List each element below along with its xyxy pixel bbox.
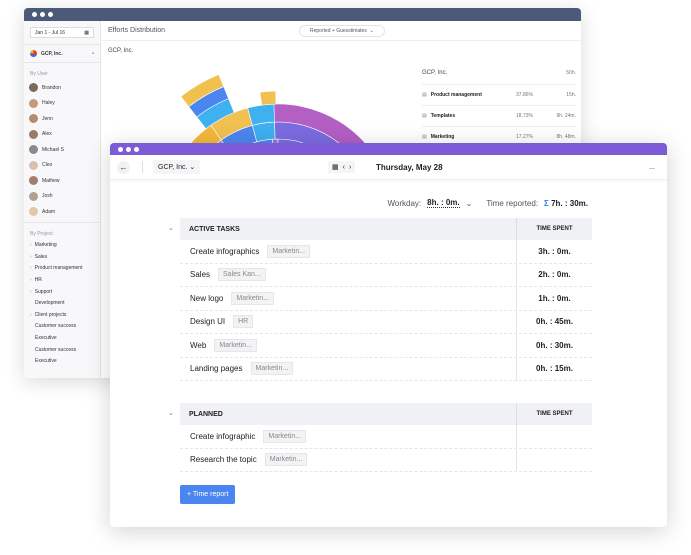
task-row[interactable]: Create infographic Marketin... [180, 425, 592, 449]
sunburst-segment [180, 74, 225, 108]
timesheet-window: ← GCP, Inc. ⌄ ▦ ‹ › Thursday, May 28 ... W… [110, 143, 667, 527]
sidebar-user[interactable]: Cleo [24, 158, 100, 174]
project-tag: Marketin... [250, 362, 294, 376]
task-row[interactable]: Design UI HR 0h. : 45m. [180, 310, 592, 334]
sunburst-segment [259, 90, 277, 106]
chevron-right-icon: › [30, 277, 32, 284]
sidebar-user[interactable]: Mathew [24, 173, 100, 189]
org-logo [30, 50, 37, 57]
project-tag: Sales Kan... [218, 268, 266, 282]
sidebar-project[interactable]: › Support [30, 288, 53, 295]
sidebar-project[interactable]: › Sales [30, 253, 48, 260]
folder-icon: ▤ [422, 113, 427, 119]
legend-row[interactable]: ▤ Product management 37.86% 15h. [422, 85, 576, 106]
task-row[interactable]: Create infographics Marketin... 3h. : 0m. [180, 240, 592, 264]
sidebar-user[interactable]: Brandon [24, 80, 100, 96]
calendar-icon: ▦ [84, 29, 89, 36]
chevron-right-icon: › [30, 253, 32, 260]
legend: GCP, Inc. 50h. ▤ Product management 37.86% 1… [422, 61, 576, 148]
sidebar-user[interactable]: Adam [24, 204, 100, 220]
project-tag: Marketin... [264, 453, 308, 467]
add-time-report-button[interactable]: + Time report [180, 485, 236, 504]
sunburst-segment [252, 121, 276, 143]
legend-row[interactable]: ▤ Templates 18.73% 9h. 24m. [422, 106, 576, 127]
section-label: By User [30, 71, 48, 77]
org-selector[interactable]: GCP, Inc. • [24, 44, 100, 63]
avatar [29, 160, 38, 170]
sidebar-project[interactable]: Customer success [35, 346, 77, 353]
page-title: Efforts Distribution [108, 27, 166, 34]
calendar-icon[interactable]: ▦ [332, 164, 339, 171]
sidebar-project[interactable]: › Product management [30, 265, 83, 272]
folder-icon: ▤ [422, 92, 427, 98]
task-row[interactable]: Sales Sales Kan... 2h. : 0m. [180, 263, 592, 287]
time-spent[interactable]: 0h. : 45m. [516, 310, 592, 333]
project-tag: Marketin... [267, 244, 311, 258]
window-titlebar [24, 8, 581, 21]
sidebar-user[interactable]: Michael S [24, 142, 100, 158]
project-tag: Marketin... [214, 338, 257, 352]
window-titlebar [110, 143, 667, 155]
time-reported: 7h. : 30m. [551, 198, 588, 208]
avatar [29, 98, 38, 108]
sidebar-project[interactable]: Customer success [35, 323, 77, 330]
avatar [29, 145, 38, 155]
avatar [29, 191, 38, 201]
prev-day-button[interactable]: ‹ [342, 163, 345, 171]
time-spent[interactable]: 3h. : 0m. [516, 240, 592, 263]
avatar [29, 129, 38, 139]
task-row[interactable]: Landing pages Marketin... 0h. : 15m. [180, 357, 592, 381]
filter-dropdown[interactable]: Reported + Guesstimates ⌄ [299, 25, 385, 37]
project-tag: Marketin... [263, 429, 307, 443]
time-spent[interactable]: 1h. : 0m. [516, 287, 592, 310]
sigma-icon: Σ [544, 198, 549, 208]
chevron-down-icon[interactable]: ⌄ [465, 198, 473, 208]
sidebar-project[interactable]: Development [35, 300, 65, 307]
sidebar-user[interactable]: Jenn [24, 111, 100, 127]
sidebar-project[interactable]: Executive [35, 358, 57, 365]
workday-dropdown[interactable]: 8h. : 0m. [427, 198, 460, 208]
section-label: By Project [30, 230, 53, 237]
chevron-right-icon: › [30, 265, 32, 272]
org-dropdown[interactable]: GCP, Inc. ⌄ [153, 160, 201, 174]
chevron-right-icon: › [30, 311, 32, 318]
time-spent[interactable]: 0h. : 15m. [516, 357, 592, 380]
task-row[interactable]: New logo Marketin... 1h. : 0m. [180, 287, 592, 311]
chevron-right-icon: › [30, 242, 32, 249]
time-spent[interactable]: 0h. : 30m. [516, 334, 592, 357]
avatar [29, 83, 38, 93]
current-date: Thursday, May 28 [376, 162, 443, 172]
sidebar-user[interactable]: Alex [24, 127, 100, 143]
sidebar-project[interactable]: Executive [35, 335, 57, 342]
sidebar-project[interactable]: › Client projects [30, 311, 67, 318]
dot-icon: • [92, 50, 94, 57]
back-arrow-icon[interactable]: ← [117, 160, 130, 174]
sidebar: Jan 1 - Jul 16 ▦ GCP, Inc. • By User Brand… [24, 21, 101, 378]
next-day-button[interactable]: › [348, 163, 352, 171]
sidebar-project[interactable]: › Marketing [30, 242, 57, 249]
chevron-right-icon: › [30, 288, 32, 295]
task-row[interactable]: Web Marketin... 0h. : 30m. [180, 334, 592, 358]
planned-table: ⌄ PLANNED TIME SPENT Create infographic Ma… [168, 403, 592, 472]
chart-org: GCP, Inc. [108, 48, 134, 54]
project-tag: HR [233, 315, 254, 329]
sidebar-user[interactable]: Josh [24, 189, 100, 205]
collapse-chevron-icon[interactable]: ⌄ [168, 410, 174, 417]
date-range-picker[interactable]: Jan 1 - Jul 16 ▦ [30, 27, 94, 38]
avatar [29, 207, 38, 217]
time-spent[interactable]: 2h. : 0m. [516, 263, 592, 286]
more-menu-button[interactable]: ... [649, 163, 655, 171]
avatar [29, 114, 38, 124]
project-tag: Marketin... [231, 291, 275, 305]
sunburst-segment [247, 103, 275, 126]
folder-icon: ▤ [422, 134, 427, 140]
toolbar: ← GCP, Inc. ⌄ ▦ ‹ › Thursday, May 28 ... [110, 155, 667, 180]
collapse-chevron-icon[interactable]: ⌄ [168, 225, 174, 232]
avatar [29, 176, 38, 186]
sidebar-project[interactable]: › HR [30, 277, 42, 284]
task-row[interactable]: Research the topic Marketin... [180, 448, 592, 472]
sidebar-user[interactable]: Haley [24, 96, 100, 112]
active-tasks-table: ⌄ ACTIVE TASKS TIME SPENT Create infograp… [168, 218, 592, 381]
